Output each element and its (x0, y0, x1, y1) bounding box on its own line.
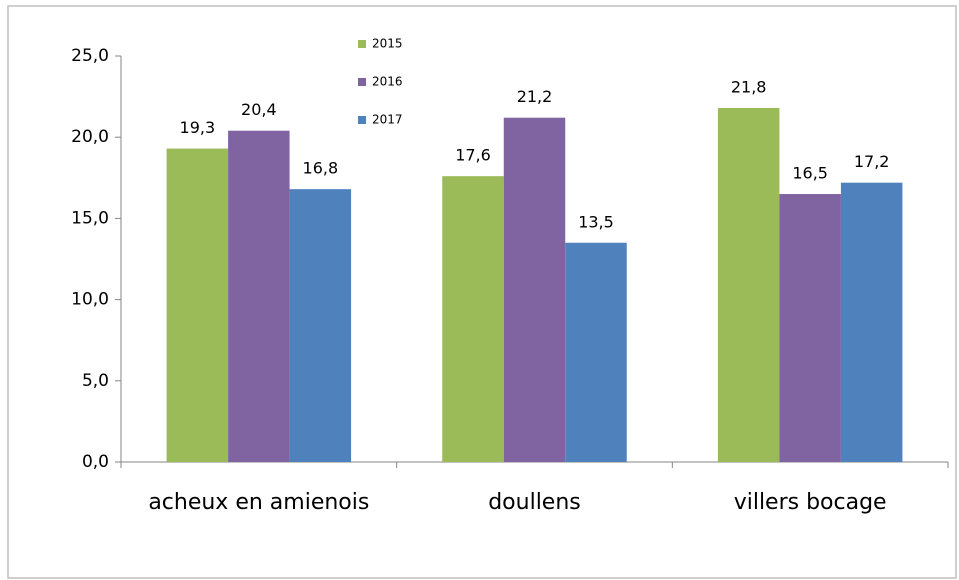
x-tick-label: villers bocage (734, 490, 887, 515)
value-label: 13,5 (578, 212, 614, 231)
value-label: 17,6 (455, 146, 491, 165)
value-label: 20,4 (241, 100, 277, 119)
bar (718, 108, 780, 462)
bar (504, 118, 566, 462)
value-label: 17,2 (854, 152, 890, 171)
bar (841, 183, 903, 462)
y-tick-label: 15,0 (71, 208, 109, 228)
legend-label: 2016 (372, 75, 403, 89)
bar (565, 243, 627, 462)
legend-swatch (358, 116, 366, 124)
value-label: 21,2 (517, 87, 553, 106)
y-tick-label: 0,0 (82, 452, 109, 472)
legend-swatch (358, 40, 366, 48)
y-tick-label: 5,0 (82, 371, 109, 391)
legend-label: 2017 (372, 113, 403, 127)
value-label: 19,3 (180, 118, 216, 137)
bar (167, 149, 229, 462)
value-label: 16,8 (303, 159, 339, 178)
legend-swatch (358, 78, 366, 86)
bar (228, 131, 289, 462)
legend-label: 2015 (372, 37, 403, 51)
bar (442, 176, 504, 462)
x-tick-label: doullens (488, 490, 581, 515)
bar (779, 194, 841, 462)
chart: 0,0 5,0 10,0 15,0 20,0 25,0 acheux en amienois… (0, 0, 959, 580)
x-tick-label: acheux en amienois (148, 490, 369, 515)
bar (290, 189, 352, 462)
y-tick-label: 25,0 (71, 46, 109, 66)
value-label: 21,8 (731, 77, 767, 96)
value-label: 16,5 (792, 164, 828, 183)
y-tick-label: 20,0 (71, 127, 109, 147)
y-tick-label: 10,0 (71, 290, 109, 310)
